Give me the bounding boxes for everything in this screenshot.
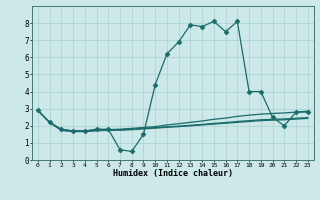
X-axis label: Humidex (Indice chaleur): Humidex (Indice chaleur) — [113, 169, 233, 178]
